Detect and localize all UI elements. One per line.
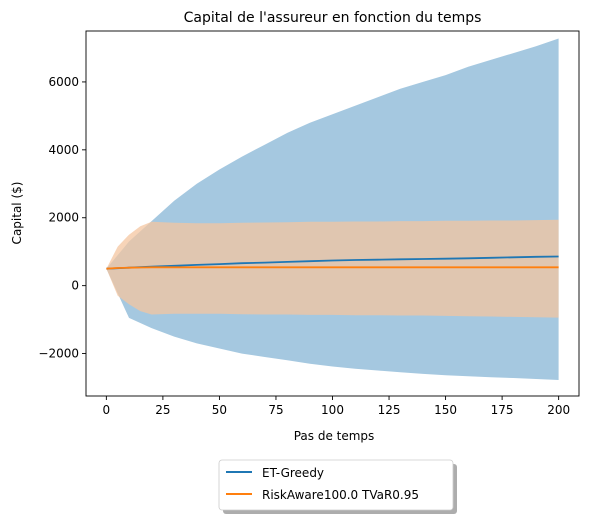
y-axis-ticks: −2000 0 2000 4000 6000: [38, 75, 86, 361]
series-lines: [106, 255, 559, 270]
y-tick-label: 0: [71, 279, 79, 293]
y-tick-label: 6000: [48, 75, 79, 89]
y-tick-label: −2000: [38, 347, 79, 361]
x-tick-label: 125: [378, 403, 401, 417]
y-tick-label: 4000: [48, 143, 79, 157]
confidence-bands: [106, 38, 559, 380]
confidence-band-riskaware: [106, 219, 559, 318]
series-line-et-greedy: [106, 255, 559, 270]
x-tick-label: 150: [434, 403, 457, 417]
x-tick-label: 0: [103, 403, 111, 417]
plot-area: [85, 30, 580, 397]
x-tick-label: 75: [268, 403, 283, 417]
x-tick-label: 175: [491, 403, 514, 417]
y-tick-label: 2000: [48, 211, 79, 225]
x-axis-ticks: 0 25 50 75 100 125 150 175 200: [103, 396, 570, 417]
y-axis-label: Capital ($): [10, 182, 24, 245]
x-tick-label: 200: [547, 403, 570, 417]
legend-label-et-greedy: ET-Greedy: [262, 466, 324, 480]
x-tick-label: 100: [321, 403, 344, 417]
legend-box: [218, 459, 454, 511]
x-tick-label: 25: [155, 403, 170, 417]
series-line-riskaware: [106, 266, 559, 270]
legend: ET-Greedy RiskAware100.0 TVaR0.95: [218, 459, 457, 514]
chart-title: Capital de l'assureur en fonction du tem…: [184, 10, 482, 26]
legend-label-riskaware: RiskAware100.0 TVaR0.95: [262, 488, 419, 502]
x-axis-label: Pas de temps: [294, 429, 375, 443]
x-tick-label: 50: [212, 403, 227, 417]
